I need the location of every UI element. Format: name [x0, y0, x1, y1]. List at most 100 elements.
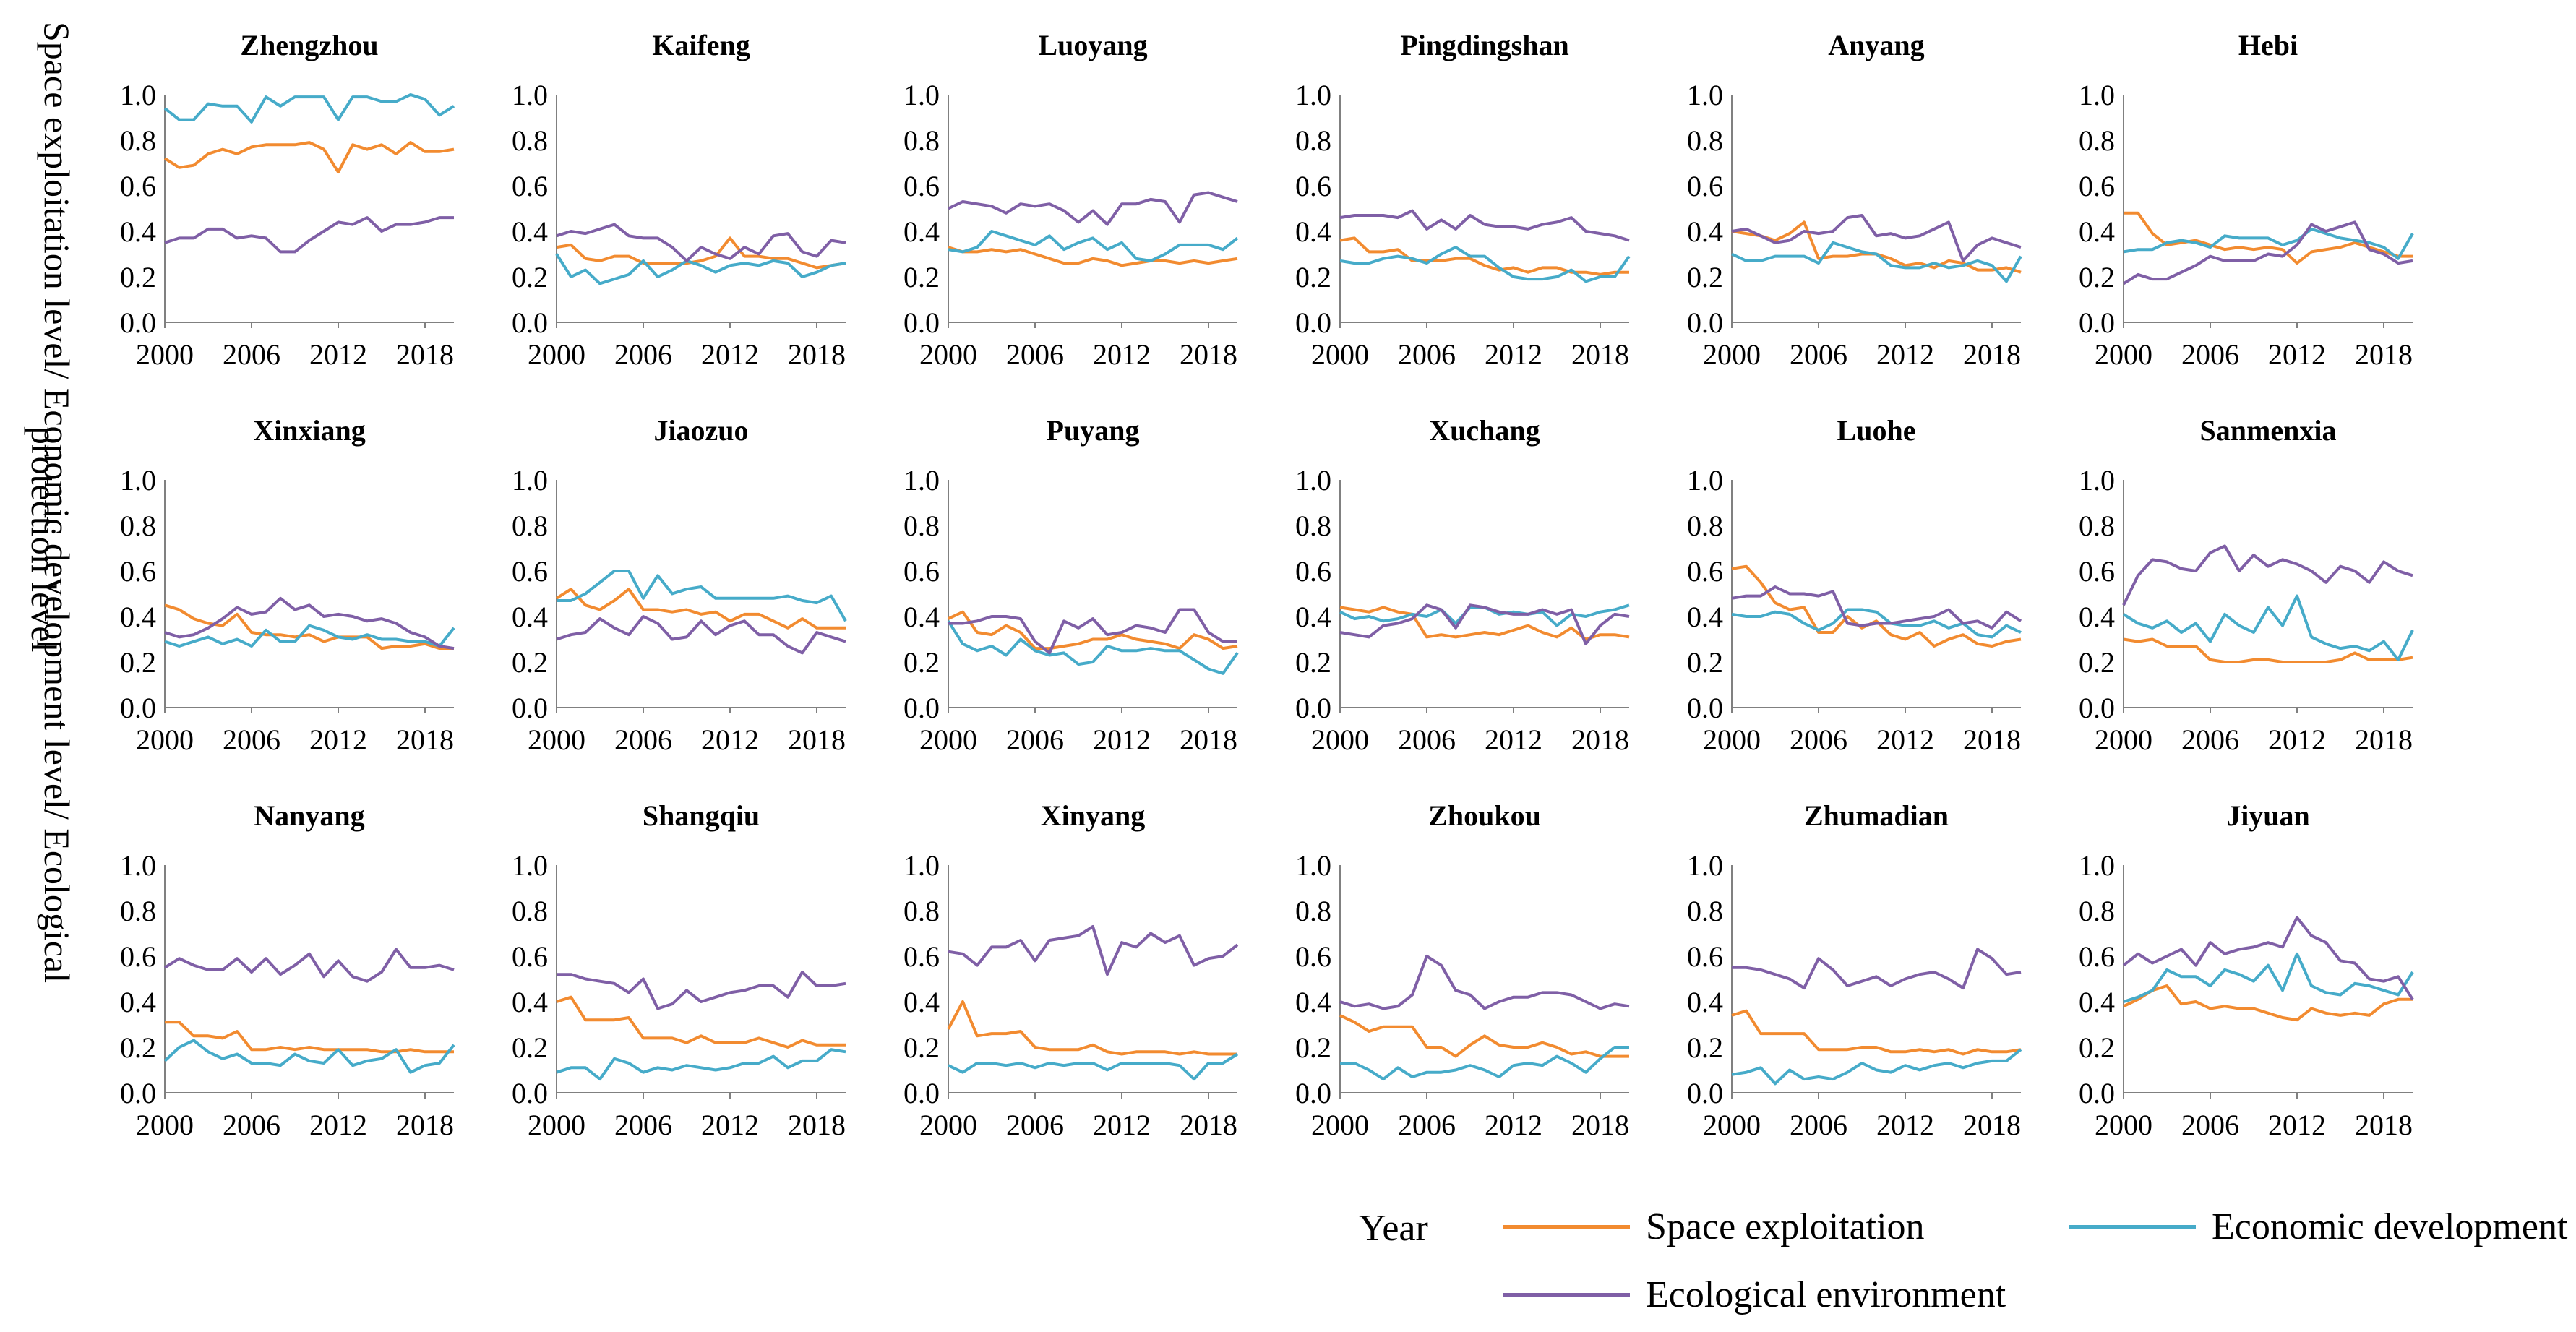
- x-tick-label: 2018: [396, 338, 454, 371]
- y-tick-label: 0.4: [512, 601, 548, 633]
- y-tick-label: 0.4: [1295, 986, 1331, 1018]
- y-tick-label: 0.8: [512, 124, 548, 157]
- subplot-title: Hebi: [2238, 29, 2298, 61]
- series-line-space-exploitation: [1731, 564, 2022, 648]
- x-tick-label: 2012: [1093, 723, 1151, 756]
- subplot-hebi: Hebi 0.0 0.2 0.4 0.6 0.8 1.0 2000 2006 2012 2018: [2079, 29, 2414, 371]
- series-line-economic-development: [163, 93, 455, 124]
- subplot-title: Jiyuan: [2226, 799, 2310, 832]
- x-tick-label: 2018: [1180, 723, 1237, 756]
- y-tick-label: 1.0: [1295, 464, 1331, 497]
- y-tick-label: 0.2: [120, 646, 156, 679]
- y-tick-label: 0.2: [903, 646, 940, 679]
- y-tick-label: 0.2: [1687, 261, 1723, 293]
- y-tick-label: 0.8: [120, 895, 156, 927]
- y-tick-label: 0.0: [512, 1077, 548, 1109]
- series-line-economic-development: [163, 1039, 455, 1074]
- x-tick-label: 2006: [1398, 1109, 1456, 1141]
- series-line-space-exploitation: [948, 246, 1238, 267]
- y-tick-label: 0.4: [120, 215, 156, 248]
- series-line-economic-development: [1340, 1046, 1629, 1081]
- series-line-economic-development: [948, 230, 1239, 262]
- y-tick-label: 0.8: [1295, 510, 1331, 542]
- series-line-ecological-environment: [163, 948, 455, 983]
- subplot-nanyang: Nanyang 0.0 0.2 0.4 0.6 0.8 1.0 2000 2006 2012 201…: [120, 799, 455, 1141]
- x-tick-label: 2006: [1790, 338, 1847, 371]
- series-line-space-exploitation: [1731, 220, 2022, 274]
- x-tick-label: 2006: [223, 723, 280, 756]
- subplot-title: Sanmenxia: [2200, 414, 2337, 447]
- y-tick-label: 1.0: [512, 464, 548, 497]
- subplot-zhumadian: Zhumadian 0.0 0.2 0.4 0.6 0.8 1.0 2000 2006 2012 2…: [1687, 799, 2022, 1141]
- x-tick-label: 2012: [1093, 1109, 1151, 1141]
- y-tick-label: 0.6: [903, 555, 940, 588]
- y-tick-label: 1.0: [120, 79, 156, 111]
- y-tick-label: 0.4: [903, 215, 940, 248]
- y-tick-label: 0.2: [1295, 646, 1331, 679]
- subplot-xinxiang: Xinxiang 0.0 0.2 0.4 0.6 0.8 1.0 2000 2006 2012 20…: [120, 414, 455, 756]
- series-line-space-exploitation: [163, 141, 455, 174]
- subplot-title: Shangqiu: [643, 799, 760, 832]
- y-tick-label: 0.8: [1687, 124, 1723, 157]
- y-tick-label: 0.4: [1687, 986, 1723, 1018]
- series-line-space-exploitation: [1339, 1014, 1629, 1058]
- y-tick-label: 0.2: [512, 646, 548, 679]
- series-line-ecological-environment: [1339, 603, 1630, 645]
- y-tick-label: 0.0: [903, 306, 940, 339]
- x-tick-label: 2006: [223, 338, 280, 371]
- x-tick-label: 2006: [1006, 723, 1064, 756]
- y-tick-label: 1.0: [903, 464, 940, 497]
- subplot-title: Nanyang: [254, 799, 364, 832]
- series-line-economic-development: [1731, 608, 2022, 639]
- subplot-jiyuan: Jiyuan 0.0 0.2 0.4 0.6 0.8 1.0 2000 2006 2012 2018: [2079, 799, 2414, 1141]
- legend-label: Economic development: [2212, 1206, 2568, 1247]
- x-tick-label: 2000: [136, 338, 194, 371]
- series-line-economic-development: [948, 1052, 1239, 1081]
- subplot-title: Xinyang: [1041, 799, 1146, 832]
- y-tick-label: 0.0: [120, 692, 156, 724]
- series-line-ecological-environment: [164, 596, 455, 650]
- y-tick-label: 0.2: [1687, 646, 1723, 679]
- y-tick-label: 0.0: [120, 1077, 156, 1109]
- y-tick-label: 0.0: [1687, 692, 1723, 724]
- y-tick-label: 0.2: [2079, 261, 2115, 293]
- y-tick-label: 0.2: [512, 1031, 548, 1064]
- y-tick-label: 0.6: [1295, 555, 1331, 588]
- y-tick-label: 0.0: [512, 692, 548, 724]
- y-tick-label: 1.0: [512, 849, 548, 882]
- y-tick-label: 0.8: [1295, 124, 1331, 157]
- series-line-economic-development: [555, 253, 846, 285]
- x-tick-label: 2006: [2181, 723, 2239, 756]
- y-tick-label: 0.8: [903, 510, 940, 542]
- y-tick-label: 1.0: [2079, 849, 2115, 882]
- y-tick-label: 0.6: [512, 555, 548, 588]
- subplot-jiaozuo: Jiaozuo 0.0 0.2 0.4 0.6 0.8 1.0 2000 2006 2012 201…: [512, 414, 847, 756]
- x-tick-label: 2012: [701, 723, 759, 756]
- x-tick-label: 2012: [1876, 723, 1934, 756]
- y-tick-label: 0.2: [120, 1031, 156, 1064]
- y-tick-label: 1.0: [2079, 79, 2115, 111]
- y-tick-label: 0.0: [120, 306, 156, 339]
- y-tick-label: 0.4: [512, 986, 548, 1018]
- x-tick-label: 2000: [2095, 338, 2152, 371]
- y-tick-label: 1.0: [2079, 464, 2115, 497]
- x-tick-label: 2018: [788, 1109, 846, 1141]
- subplot-title: Luohe: [1837, 414, 1916, 447]
- x-tick-label: 2006: [1398, 723, 1456, 756]
- legend-item-space-exploitation: Space exploitation: [1503, 1206, 1925, 1248]
- subplot-title: Xinxiang: [253, 414, 366, 447]
- y-tick-label: 0.6: [2079, 940, 2115, 973]
- x-tick-label: 2000: [136, 1109, 194, 1141]
- y-tick-label: 0.8: [2079, 124, 2115, 157]
- series-line-economic-development: [557, 570, 847, 622]
- y-tick-label: 0.2: [2079, 1031, 2115, 1064]
- y-tick-label: 0.0: [2079, 1077, 2115, 1109]
- x-tick-label: 2012: [309, 338, 367, 371]
- y-tick-label: 0.4: [1687, 215, 1723, 248]
- subplot-title: Xuchang: [1429, 414, 1540, 447]
- y-tick-label: 0.0: [903, 1077, 940, 1109]
- y-tick-label: 0.8: [512, 510, 548, 542]
- legend-label: Space exploitation: [1646, 1206, 1925, 1247]
- x-tick-label: 2000: [1703, 1109, 1761, 1141]
- legend-item-ecological-environment: Ecological environment: [1503, 1273, 2006, 1316]
